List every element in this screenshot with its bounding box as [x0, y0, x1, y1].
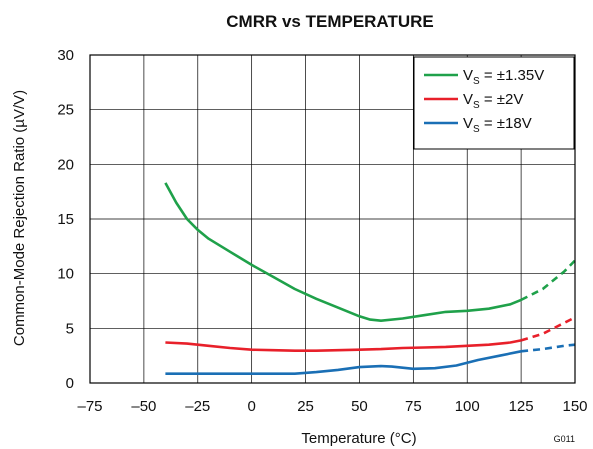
legend: VS = ±1.35V VS = ±2V VS = ±18V	[413, 56, 575, 150]
figure-id: G011	[554, 434, 575, 444]
y-axis-label: Common-Mode Rejection Ratio (µV/V)	[11, 90, 28, 346]
legend-box	[413, 56, 575, 150]
legend-entry: VS = ±2V	[463, 91, 523, 111]
legend-entry: VS = ±1.35V	[463, 67, 544, 87]
legend-entry: VS = ±18V	[463, 115, 532, 135]
y-tick-label: 25	[57, 102, 74, 119]
x-tick-label: 0	[247, 398, 255, 415]
data-curves	[164, 182, 576, 375]
series-line-dashed	[520, 259, 576, 302]
series-line-solid	[165, 339, 522, 352]
x-tick-label: 75	[405, 398, 422, 415]
x-tick-label: 125	[509, 398, 534, 415]
x-tick-label: –75	[77, 398, 102, 415]
y-tick-label: 20	[57, 156, 74, 173]
y-tick-labels: 0 5 10 15 20 25 30	[57, 47, 74, 392]
chart-title: CMRR vs TEMPERATURE	[226, 12, 433, 31]
y-tick-label: 30	[57, 47, 74, 64]
series-line-dashed	[520, 343, 576, 353]
plot-frame	[89, 54, 576, 384]
x-tick-label: 100	[455, 398, 480, 415]
x-axis-label: Temperature (°C)	[301, 430, 416, 447]
y-tick-label: 15	[57, 211, 74, 228]
x-tick-labels: –75 –50 –25 0 25 50 75 100 125 150	[77, 398, 587, 415]
series-line-solid	[165, 350, 522, 375]
y-tick-label: 0	[66, 375, 74, 392]
series-line-solid	[164, 182, 522, 322]
x-tick-label: –25	[185, 398, 210, 415]
y-tick-label: 10	[57, 266, 74, 283]
series-line-dashed	[520, 316, 576, 342]
x-tick-label: –50	[131, 398, 156, 415]
x-tick-label: 25	[297, 398, 314, 415]
x-tick-label: 50	[351, 398, 368, 415]
x-tick-label: 150	[562, 398, 587, 415]
y-tick-label: 5	[66, 320, 74, 337]
